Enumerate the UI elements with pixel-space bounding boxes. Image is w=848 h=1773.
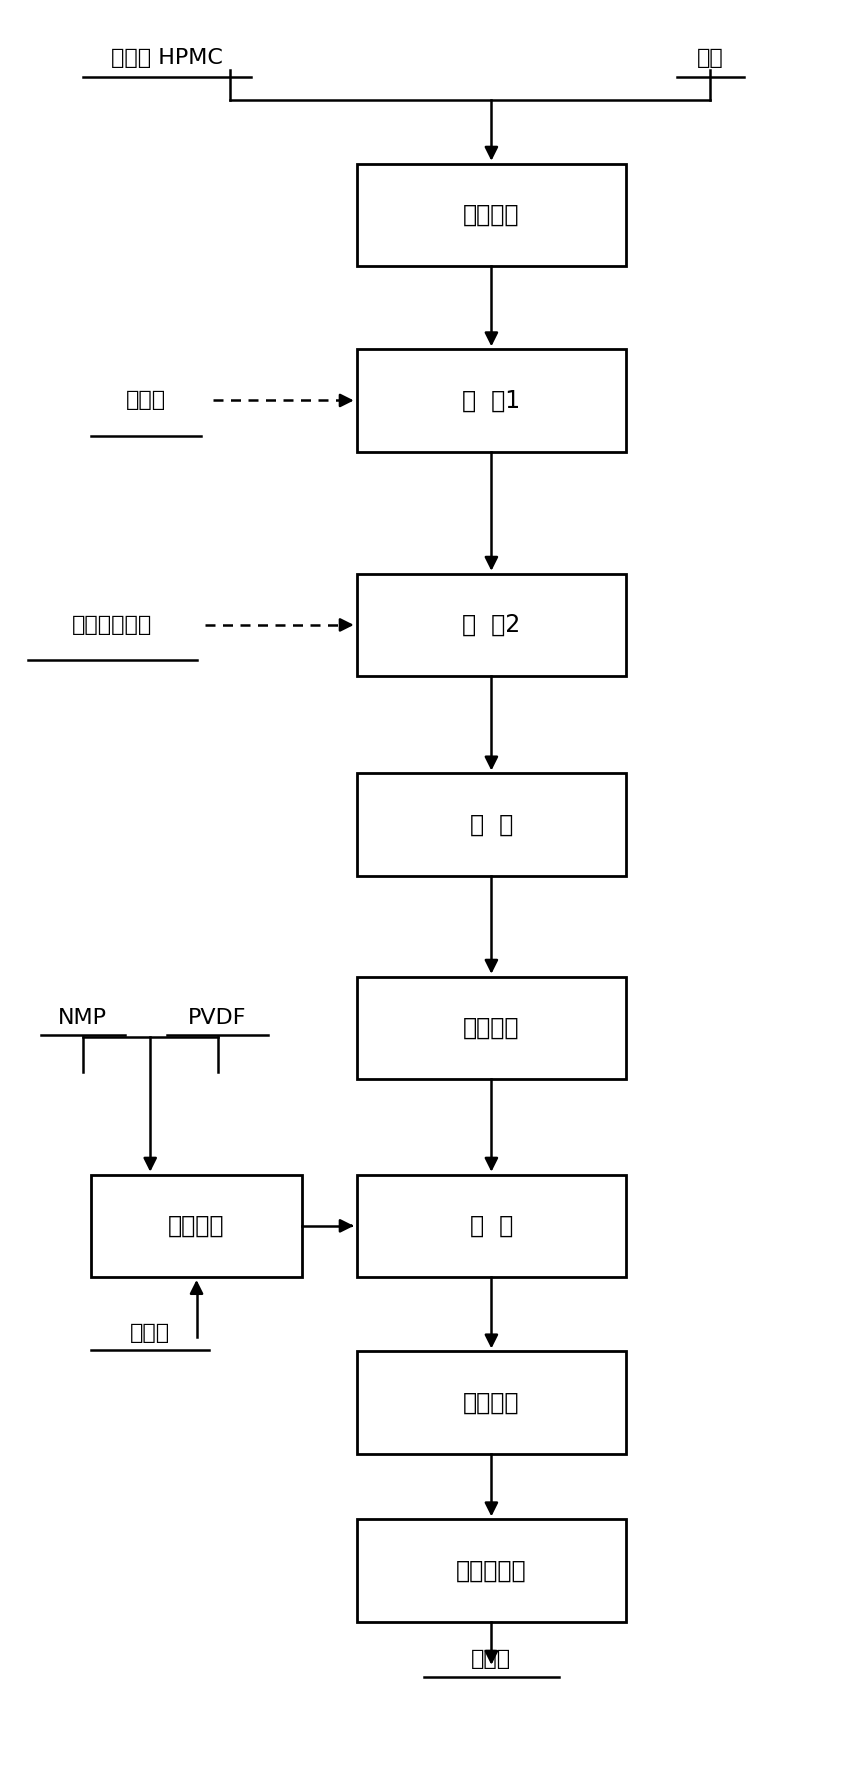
Text: 二次烘干: 二次烘干 <box>463 1390 520 1415</box>
Bar <box>92 1174 302 1277</box>
Text: PVDF: PVDF <box>188 1007 247 1028</box>
Text: 浸  泡: 浸 泡 <box>470 1215 513 1238</box>
Bar <box>357 574 626 676</box>
Text: NMP: NMP <box>59 1007 108 1028</box>
Bar <box>357 977 626 1080</box>
Text: 球形贮氢合金: 球形贮氢合金 <box>72 615 153 635</box>
Text: 有机溶液: 有机溶液 <box>168 1215 225 1238</box>
Bar <box>357 349 626 452</box>
Text: 纵、横裁切: 纵、横裁切 <box>456 1558 527 1583</box>
Text: 喷  涂2: 喷 涂2 <box>462 613 521 637</box>
Bar <box>357 1174 626 1277</box>
Text: 纯水: 纯水 <box>697 48 724 67</box>
Text: 预  压: 预 压 <box>470 812 513 837</box>
Text: 喷  涂1: 喷 涂1 <box>462 388 521 413</box>
Bar <box>357 163 626 266</box>
Text: 石墨烯: 石墨烯 <box>130 1323 170 1342</box>
Text: 水系胶水: 水系胶水 <box>463 202 520 227</box>
Text: 集流体: 集流体 <box>126 390 166 411</box>
Text: 电池级 HPMC: 电池级 HPMC <box>111 48 223 67</box>
Bar <box>357 1351 626 1454</box>
Bar <box>357 773 626 876</box>
Bar <box>357 1519 626 1622</box>
Text: 负极片: 负极片 <box>471 1649 511 1670</box>
Text: 一次烘干: 一次烘干 <box>463 1016 520 1041</box>
